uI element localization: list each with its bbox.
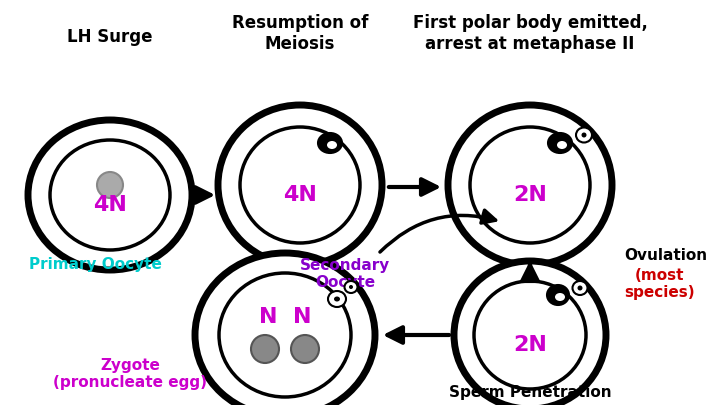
Text: 2N: 2N [513,335,547,355]
Ellipse shape [218,105,382,265]
Ellipse shape [291,335,319,363]
Ellipse shape [328,291,346,307]
Ellipse shape [555,293,565,301]
Ellipse shape [97,172,123,198]
Ellipse shape [327,141,337,149]
Text: Zygote
(pronucleate egg): Zygote (pronucleate egg) [53,358,207,390]
Ellipse shape [28,120,192,270]
Ellipse shape [572,281,588,295]
Ellipse shape [219,273,351,397]
Ellipse shape [334,296,340,301]
Ellipse shape [349,285,353,289]
Ellipse shape [448,105,612,265]
Ellipse shape [240,127,360,243]
Ellipse shape [547,285,569,305]
Text: Sperm Penetration: Sperm Penetration [449,385,611,400]
Text: Primary Oocyte: Primary Oocyte [29,257,161,272]
Text: (most
species): (most species) [624,268,695,301]
Text: First polar body emitted,
arrest at metaphase II: First polar body emitted, arrest at meta… [413,14,647,53]
Text: Secondary
Oocyte: Secondary Oocyte [300,258,390,290]
Ellipse shape [195,253,375,405]
Text: Resumption of
Meiosis: Resumption of Meiosis [232,14,368,53]
Ellipse shape [251,335,279,363]
Text: Ovulation: Ovulation [624,248,707,263]
Ellipse shape [470,127,590,243]
Ellipse shape [557,141,567,149]
Ellipse shape [50,140,170,250]
Ellipse shape [474,281,586,389]
Ellipse shape [454,261,606,405]
Ellipse shape [548,133,572,153]
Ellipse shape [318,133,342,153]
Text: LH Surge: LH Surge [67,28,153,46]
Text: 4N: 4N [283,185,317,205]
Text: 2N: 2N [513,185,547,205]
Ellipse shape [576,128,592,143]
Ellipse shape [577,286,582,290]
Ellipse shape [582,132,587,138]
Text: N  N: N N [258,307,311,327]
Ellipse shape [344,281,358,293]
Text: 4N: 4N [93,195,127,215]
